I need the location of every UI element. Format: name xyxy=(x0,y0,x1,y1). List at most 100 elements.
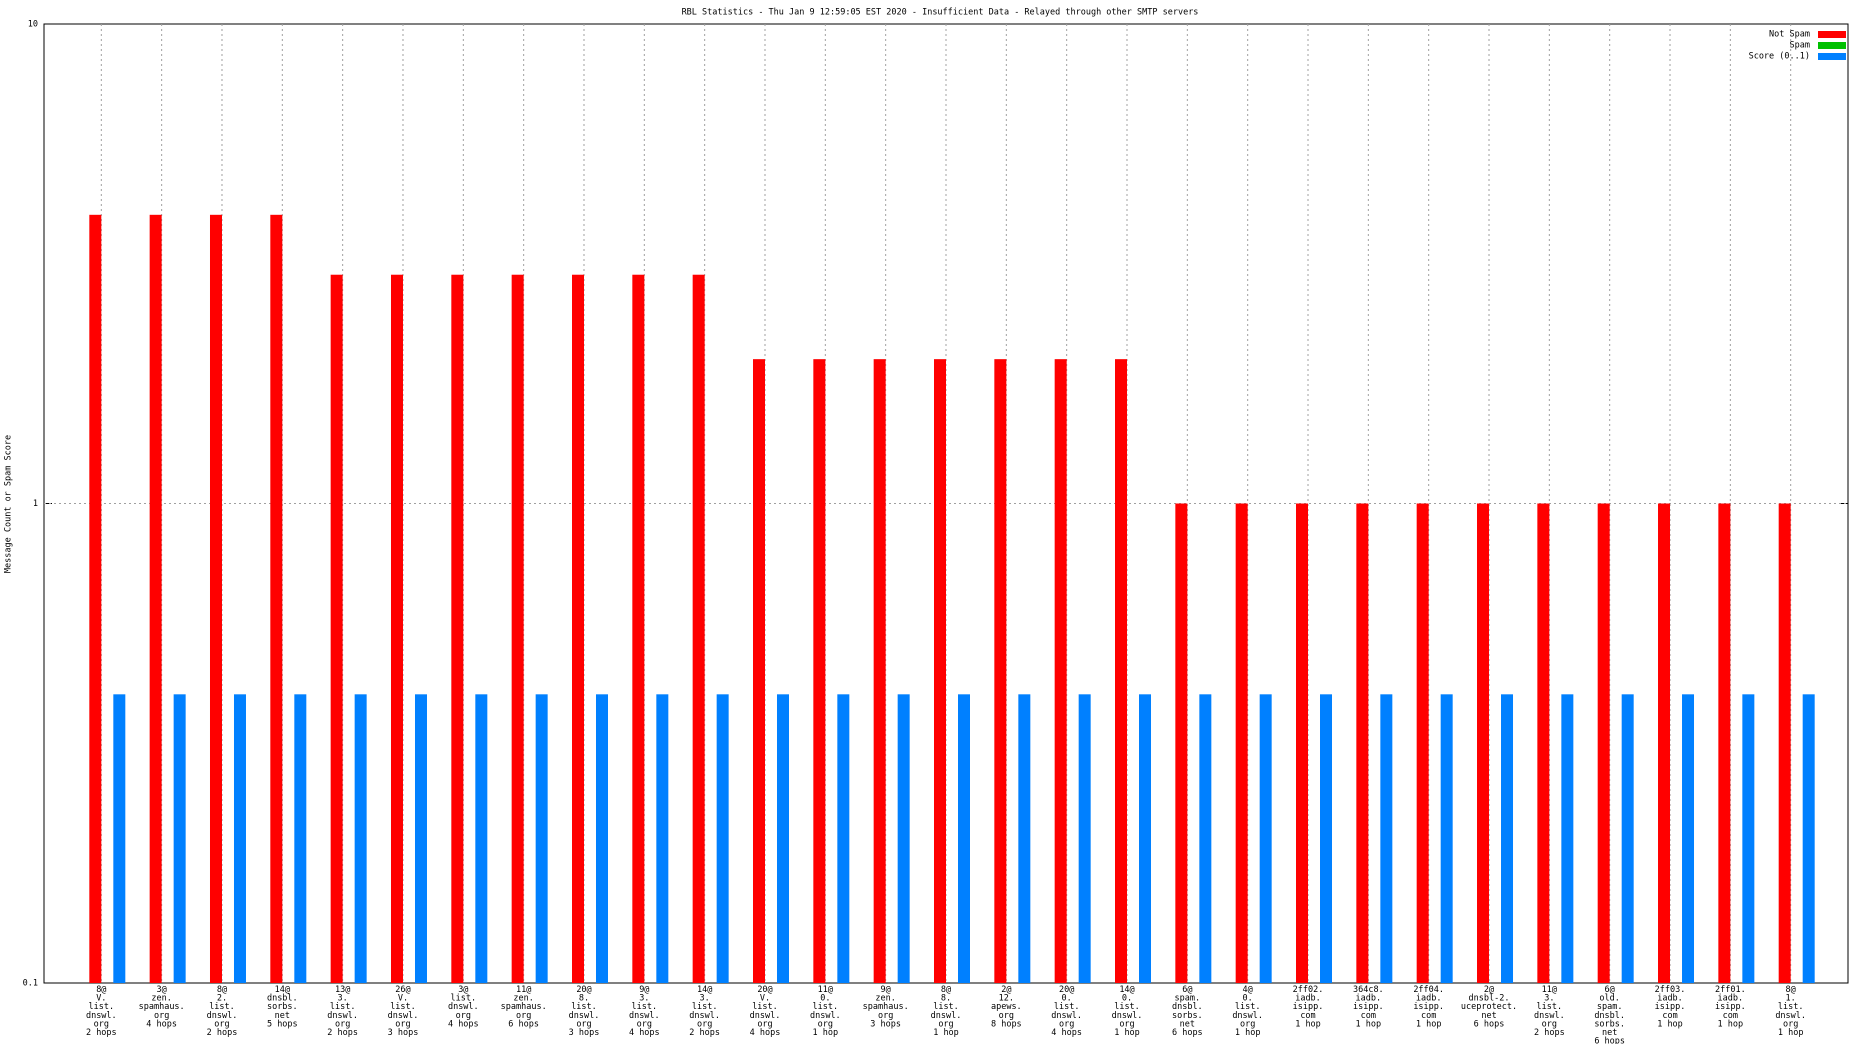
x-tick-label-line: list. xyxy=(209,1002,235,1012)
x-tick-label: 8@ 1. list. dnswl. org 1 hop xyxy=(1775,985,1806,1038)
x-tick-label-line: net xyxy=(275,1010,290,1020)
x-tick-label-line: isipp. xyxy=(1353,1002,1384,1012)
x-tick-label-line: org xyxy=(1240,1019,1255,1029)
x-tick-label-line: 14@ xyxy=(697,985,712,995)
bar xyxy=(632,274,645,984)
x-tick-label-line: 20@ xyxy=(576,985,591,995)
y-tick-label: 0.1 xyxy=(23,979,38,989)
x-tick-label-line: 8. xyxy=(579,993,589,1003)
bar xyxy=(1416,503,1429,983)
x-tick-label: 14@ 0. list. dnswl. org 1 hop xyxy=(1112,985,1143,1038)
x-tick-label: 20@ 8. list. dnswl. org 3 hops xyxy=(569,985,600,1038)
bar xyxy=(1259,694,1272,983)
bar xyxy=(873,359,886,983)
x-tick-label-line: 11@ xyxy=(516,985,531,995)
x-tick-label-line: org xyxy=(938,1019,953,1029)
x-tick-label: 3@ zen. spamhaus. org 4 hops xyxy=(139,985,185,1029)
x-tick-label-line: 364c8. xyxy=(1353,985,1384,995)
x-tick-label-line: 3 hops xyxy=(569,1028,600,1038)
x-tick-label-line: 0. xyxy=(1062,993,1072,1003)
x-tick-label-line: 2 hops xyxy=(207,1028,238,1038)
x-tick-label-line: list. xyxy=(571,1002,597,1012)
x-tick-label-line: com xyxy=(1361,1010,1376,1020)
x-tick-label-line: spamhaus. xyxy=(139,1002,185,1012)
x-tick-label-line: org xyxy=(516,1010,531,1020)
x-tick-label-line: 8@ xyxy=(96,985,106,995)
x-tick-label-line: 20@ xyxy=(757,985,772,995)
x-tick-label-line: isipp. xyxy=(1715,1002,1746,1012)
x-tick-label-line: sorbs. xyxy=(267,1002,298,1012)
x-tick-label-line: dnswl. xyxy=(327,1010,358,1020)
x-tick-label-line: 4@ xyxy=(1243,985,1253,995)
x-tick-label-line: org xyxy=(94,1019,109,1029)
x-tick-label-line: list. xyxy=(1778,1002,1804,1012)
x-tick-label-line: 1 hop xyxy=(1235,1028,1261,1038)
x-tick-label-line: apews. xyxy=(991,1002,1022,1012)
x-tick-label: 9@ 3. list. dnswl. org 4 hops xyxy=(629,985,660,1038)
x-tick-label-line: V. xyxy=(398,993,408,1003)
x-tick-label-line: sorbs. xyxy=(1172,1010,1203,1020)
bar xyxy=(752,359,765,983)
x-tick-label: 26@ V. list. dnswl. org 3 hops xyxy=(388,985,419,1038)
x-tick-label-line: 3. xyxy=(639,993,649,1003)
bar xyxy=(511,274,524,984)
x-tick-label-line: 20@ xyxy=(1059,985,1074,995)
bar xyxy=(451,274,464,984)
x-tick-label-line: list. xyxy=(89,1002,115,1012)
x-tick-label-line: 2 hops xyxy=(327,1028,358,1038)
x-tick-label-line: iadb. xyxy=(1356,993,1382,1003)
bar xyxy=(1597,503,1610,983)
legend-label: Score (0..1) xyxy=(1749,52,1810,62)
x-tick-label-line: 2ff03. xyxy=(1655,985,1686,995)
x-tick-label: 2ff04. iadb. isipp. com 1 hop xyxy=(1413,985,1444,1029)
x-tick-label-line: 2. xyxy=(217,993,227,1003)
x-tick-label-line: dnswl. xyxy=(569,1010,600,1020)
x-tick-label-line: 1 hop xyxy=(1657,1019,1683,1029)
bar xyxy=(1320,694,1333,983)
x-tick-label: 6@ spam. dnsbl. sorbs. net 6 hops xyxy=(1172,985,1203,1038)
bar xyxy=(270,214,283,983)
bar xyxy=(716,694,729,983)
x-tick-label: 20@ V. list. dnswl. org 4 hops xyxy=(750,985,781,1038)
bar xyxy=(813,359,826,983)
bar xyxy=(89,214,102,983)
x-tick-label-line: list. xyxy=(692,1002,718,1012)
x-tick-label-line: spamhaus. xyxy=(501,1002,547,1012)
bar xyxy=(837,694,850,983)
x-tick-label-line: com xyxy=(1300,1010,1315,1020)
bar xyxy=(233,694,246,983)
x-tick-label-line: 3 hops xyxy=(388,1028,419,1038)
bar xyxy=(1440,694,1453,983)
x-tick-label-line: dnswl. xyxy=(750,1010,781,1020)
x-tick-label-line: iadb. xyxy=(1718,993,1744,1003)
x-tick-label-line: dnswl. xyxy=(1112,1010,1143,1020)
bar xyxy=(173,694,186,983)
x-tick-label-line: 2@ xyxy=(1001,985,1011,995)
x-tick-label-line: org xyxy=(757,1019,772,1029)
x-tick-label-line: isipp. xyxy=(1293,1002,1324,1012)
x-tick-label-line: 3@ xyxy=(458,985,468,995)
x-tick-label-line: dnswl. xyxy=(1775,1010,1806,1020)
bar xyxy=(571,274,584,984)
bar xyxy=(994,359,1007,983)
bar xyxy=(113,694,126,983)
x-tick-label-line: list. xyxy=(1537,1002,1563,1012)
x-tick-label-line: spam. xyxy=(1597,1002,1623,1012)
bar xyxy=(330,274,343,984)
bar xyxy=(535,694,548,983)
bar xyxy=(595,694,608,983)
x-tick-label-line: 2 hops xyxy=(86,1028,117,1038)
bar xyxy=(1175,503,1188,983)
x-tick-label-line: 1 hop xyxy=(1778,1028,1804,1038)
x-tick-label-line: dnswl. xyxy=(629,1010,660,1020)
x-tick-label-line: 4 hops xyxy=(146,1019,177,1029)
x-tick-label-line: isipp. xyxy=(1413,1002,1444,1012)
x-tick-label-line: 3. xyxy=(1544,993,1554,1003)
x-tick-label-line: 2 hops xyxy=(689,1028,720,1038)
x-tick-label-line: zen. xyxy=(875,993,895,1003)
x-tick-label-line: dnswl. xyxy=(1051,1010,1082,1020)
x-tick-label-line: dnsbl. xyxy=(1172,1002,1203,1012)
bar xyxy=(209,214,222,983)
x-tick-label-line: 2ff04. xyxy=(1413,985,1444,995)
